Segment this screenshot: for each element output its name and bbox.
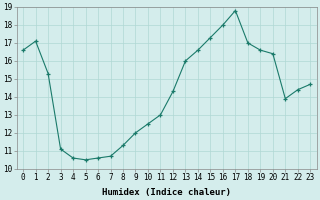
X-axis label: Humidex (Indice chaleur): Humidex (Indice chaleur) <box>102 188 231 197</box>
